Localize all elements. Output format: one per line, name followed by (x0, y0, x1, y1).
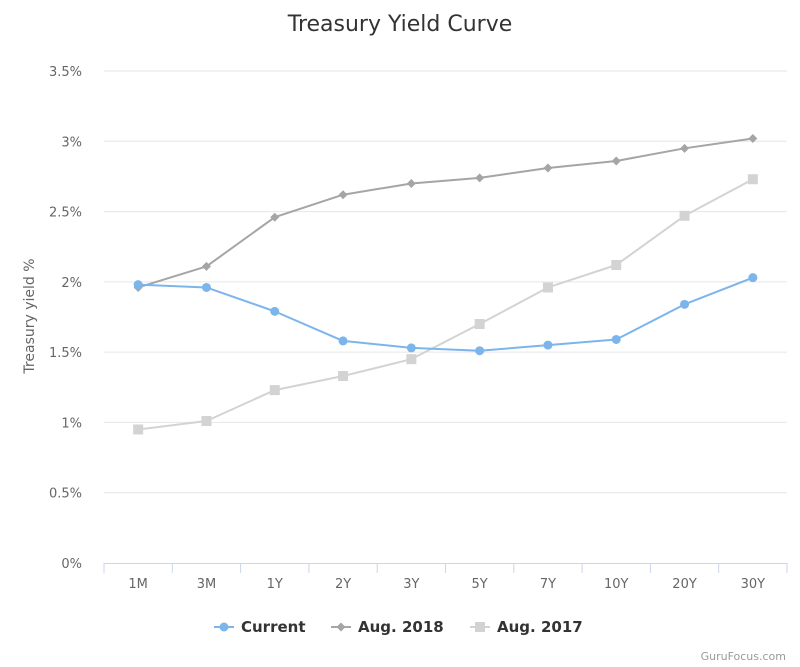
y-tick-label: 2.5% (49, 206, 82, 221)
legend-label: Aug. 2017 (497, 618, 583, 636)
x-tick-label: 1M (128, 577, 148, 592)
x-tick-label: 20Y (672, 577, 697, 592)
data-point-current[interactable] (748, 273, 758, 283)
data-point-aug-2018[interactable] (475, 173, 485, 183)
data-point-aug-2017[interactable] (474, 319, 485, 330)
data-point-aug-2017[interactable] (542, 282, 553, 293)
legend-item-current[interactable]: Current (214, 618, 306, 636)
data-point-current[interactable] (475, 346, 485, 356)
data-point-current[interactable] (338, 336, 348, 346)
legend[interactable]: Current Aug. 2018 Aug. 2017 (214, 618, 583, 636)
x-tick-label: 2Y (335, 577, 351, 592)
data-point-aug-2017[interactable] (133, 424, 144, 435)
data-point-aug-2018[interactable] (270, 212, 280, 222)
data-point-aug-2018[interactable] (611, 156, 621, 166)
series-aug-2017 (133, 174, 758, 435)
legend-item-aug-2018[interactable]: Aug. 2018 (331, 618, 444, 636)
data-point-current[interactable] (680, 299, 690, 309)
data-point-aug-2018[interactable] (680, 143, 690, 153)
series-current (133, 273, 758, 356)
legend-marker-current[interactable] (219, 622, 229, 632)
data-point-aug-2018[interactable] (543, 163, 553, 173)
series-layer (133, 133, 758, 435)
data-point-aug-2018[interactable] (201, 261, 211, 271)
x-tick-label: 3Y (403, 577, 419, 592)
data-point-current[interactable] (543, 340, 553, 350)
y-tick-label: 3% (61, 135, 82, 150)
series-line-current (138, 276, 754, 352)
chart-title: Treasury Yield Curve (287, 12, 513, 37)
x-tick-label: 1Y (267, 577, 283, 592)
x-tick-label: 3M (197, 577, 217, 592)
data-point-current[interactable] (270, 306, 280, 316)
series-line-aug-2018 (137, 137, 753, 289)
series-aug-2018 (133, 133, 758, 292)
data-point-current[interactable] (201, 282, 211, 292)
data-point-aug-2018[interactable] (748, 133, 758, 143)
x-tick-label: 30Y (741, 577, 766, 592)
gridlines (104, 70, 787, 494)
data-point-aug-2017[interactable] (406, 354, 417, 365)
legend-marker-aug-2018[interactable] (336, 622, 346, 632)
y-axis-label: Treasury yield % (22, 258, 38, 374)
series-line-aug-2017 (138, 178, 754, 431)
y-tick-label: 1% (61, 416, 82, 431)
legend-marker-aug-2017[interactable] (475, 622, 485, 632)
data-point-aug-2017[interactable] (338, 371, 349, 382)
x-tick-label: 7Y (540, 577, 556, 592)
data-point-aug-2017[interactable] (611, 259, 622, 270)
data-point-aug-2017[interactable] (679, 210, 690, 221)
data-point-current[interactable] (406, 343, 416, 353)
y-tick-label: 1.5% (49, 346, 82, 361)
data-point-aug-2018[interactable] (406, 178, 416, 188)
data-point-current[interactable] (133, 280, 143, 290)
credit-label[interactable]: GuruFocus.com (701, 650, 786, 663)
data-point-aug-2018[interactable] (338, 190, 348, 200)
y-tick-label: 0.5% (49, 487, 82, 502)
data-point-aug-2017[interactable] (269, 385, 280, 396)
data-point-aug-2017[interactable] (201, 416, 212, 427)
data-point-aug-2017[interactable] (747, 174, 758, 185)
y-axis-ticks: 0% 0.5% 1% 1.5% 2% 2.5% 3% 3.5% (49, 65, 82, 572)
y-tick-label: 2% (61, 276, 82, 291)
y-tick-label: 3.5% (49, 65, 82, 80)
legend-label: Current (241, 618, 306, 636)
legend-item-aug-2017[interactable]: Aug. 2017 (470, 618, 583, 636)
x-tick-label: 5Y (472, 577, 488, 592)
data-point-current[interactable] (611, 334, 621, 344)
x-tick-label: 10Y (604, 577, 629, 592)
x-axis: 1M 3M 1Y 2Y 3Y 5Y 7Y 10Y 20Y 30Y (103, 563, 788, 592)
y-tick-label: 0% (61, 557, 82, 572)
legend-label: Aug. 2018 (358, 618, 444, 636)
